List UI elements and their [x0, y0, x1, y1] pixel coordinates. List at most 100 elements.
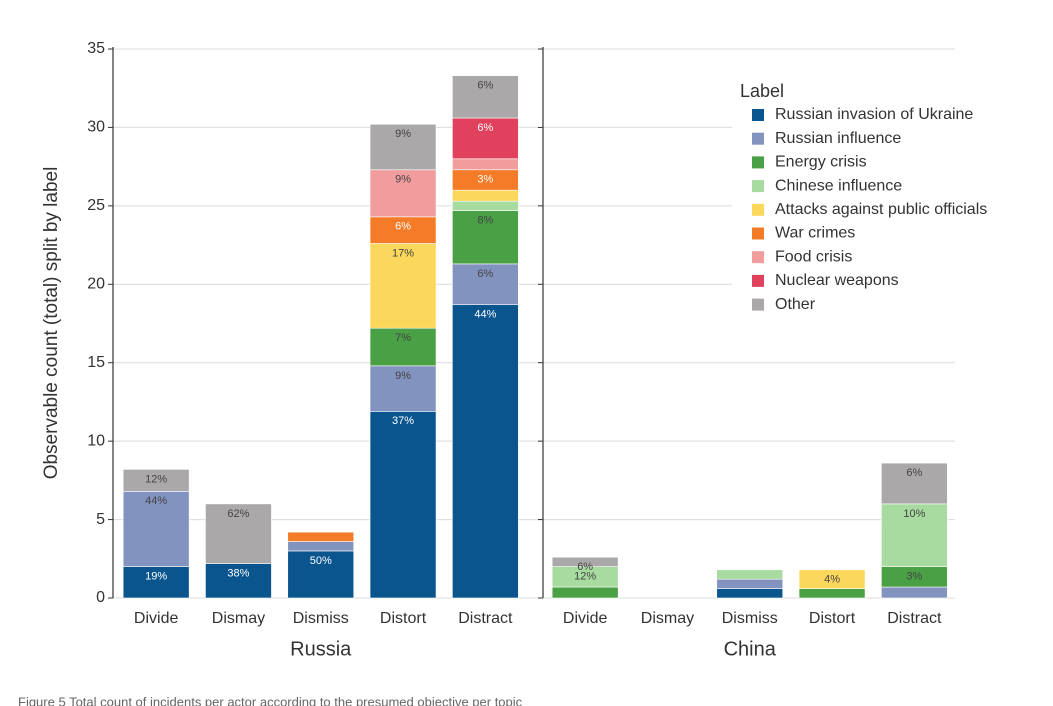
- bar-segment: [205, 563, 272, 599]
- segment-label: 3%: [906, 571, 922, 583]
- x-tick-label: Dismay: [212, 610, 265, 627]
- bar-segment: [369, 365, 437, 412]
- legend-label: War crimes: [775, 225, 855, 242]
- y-tick-label: 20: [87, 276, 105, 293]
- legend-swatch: [752, 109, 764, 121]
- y-tick-label: 15: [87, 354, 105, 371]
- bar-segment: [881, 586, 948, 599]
- segment-label: 9%: [395, 128, 411, 140]
- bar-segment: [881, 503, 948, 567]
- y-tick-label: 35: [87, 40, 105, 57]
- y-tick-label: 30: [87, 119, 105, 136]
- bar-segment: [369, 411, 437, 599]
- bar-segment: [452, 117, 519, 160]
- segment-label: 50%: [310, 555, 332, 567]
- legend-swatch: [752, 180, 764, 193]
- x-tick-label: Distract: [887, 610, 942, 627]
- legend-swatch: [752, 298, 764, 311]
- bar-segment: [452, 210, 519, 265]
- x-tick-label: Distort: [380, 610, 427, 627]
- bar-segment: [716, 578, 784, 589]
- legend-title: Label: [740, 81, 784, 101]
- legend-box: [732, 76, 994, 320]
- segment-label: 10%: [903, 508, 925, 520]
- panel-title: Russia: [290, 638, 352, 660]
- caption: Figure 5 Total count of incidents per ac…: [18, 694, 523, 706]
- legend-label: Nuclear weapons: [775, 272, 899, 289]
- bar-segment: [205, 503, 272, 564]
- legend-swatch: [752, 132, 764, 145]
- y-tick-label: 5: [96, 511, 105, 528]
- legend-swatch: [752, 274, 764, 287]
- segment-label: 19%: [145, 571, 167, 583]
- legend-label: Chinese influence: [775, 177, 902, 194]
- bar-segment: [122, 491, 190, 567]
- segment-label: 12%: [574, 571, 596, 583]
- segment-label: 9%: [395, 370, 411, 382]
- segment-label: 6%: [906, 467, 922, 479]
- legend-label: Russian invasion of Ukraine: [775, 106, 973, 123]
- segment-label: 6%: [577, 561, 593, 573]
- bar-segment: [452, 75, 519, 119]
- y-tick-label: 0: [96, 589, 105, 606]
- bar-segment: [369, 123, 437, 171]
- bar-segment: [716, 569, 784, 580]
- y-tick-label: 25: [87, 197, 105, 214]
- bar-segment: [798, 588, 866, 599]
- segment-label: 6%: [477, 80, 493, 92]
- bar-segment: [452, 189, 519, 202]
- legend-label: Attacks against public officials: [775, 201, 987, 218]
- bar-segment: [122, 469, 190, 492]
- bar-segment: [551, 556, 619, 567]
- legend-swatch: [752, 203, 764, 216]
- legend-label: Other: [775, 296, 816, 313]
- x-tick-label: Dismay: [641, 610, 694, 627]
- segment-label: 6%: [477, 122, 493, 134]
- segment-label: 9%: [395, 174, 411, 186]
- legend-label: Energy crisis: [775, 154, 867, 171]
- x-tick-label: Dismiss: [293, 610, 349, 627]
- bar-segment: [716, 588, 784, 599]
- bar-segment: [369, 169, 437, 218]
- y-axis-title: Observable count (total) split by label: [41, 167, 62, 480]
- x-tick-label: Dismiss: [722, 610, 778, 627]
- y-tick-label: 10: [87, 432, 105, 449]
- bar-segment: [881, 462, 948, 505]
- legend-swatch: [752, 227, 764, 240]
- segment-label: 6%: [477, 268, 493, 280]
- bar-segment: [452, 200, 519, 211]
- x-tick-label: Divide: [563, 610, 608, 627]
- bar-segment: [369, 243, 437, 329]
- segment-label: 17%: [392, 247, 414, 259]
- bar-segment: [798, 569, 866, 589]
- x-tick-label: Divide: [134, 610, 179, 627]
- segment-label: 37%: [392, 415, 414, 427]
- bar-segment: [287, 550, 355, 599]
- segment-label: 38%: [227, 567, 249, 579]
- bar-segment: [122, 566, 190, 599]
- segment-label: 62%: [227, 508, 249, 520]
- bar-segment: [452, 263, 519, 305]
- segment-label: 3%: [477, 174, 493, 186]
- bar-segment: [287, 541, 355, 552]
- segment-label: 12%: [145, 473, 167, 485]
- bar-segment: [452, 304, 519, 599]
- segment-label: 6%: [395, 221, 411, 233]
- segment-label: 44%: [145, 495, 167, 507]
- segment-label: 4%: [824, 574, 840, 586]
- bar-segment: [287, 531, 355, 542]
- x-tick-label: Distort: [809, 610, 856, 627]
- x-tick-label: Distract: [458, 610, 513, 627]
- legend-label: Russian influence: [775, 130, 901, 147]
- legend-swatch: [752, 156, 764, 169]
- bar-segment: [369, 327, 437, 367]
- segment-label: 44%: [474, 309, 496, 321]
- bar-segment: [551, 586, 619, 599]
- legend-label: Food crisis: [775, 248, 852, 265]
- bar-segment: [452, 158, 519, 171]
- segment-label: 7%: [395, 332, 411, 344]
- panel-title: China: [724, 638, 777, 660]
- segment-label: 8%: [477, 214, 493, 226]
- bar-segment: [369, 216, 437, 244]
